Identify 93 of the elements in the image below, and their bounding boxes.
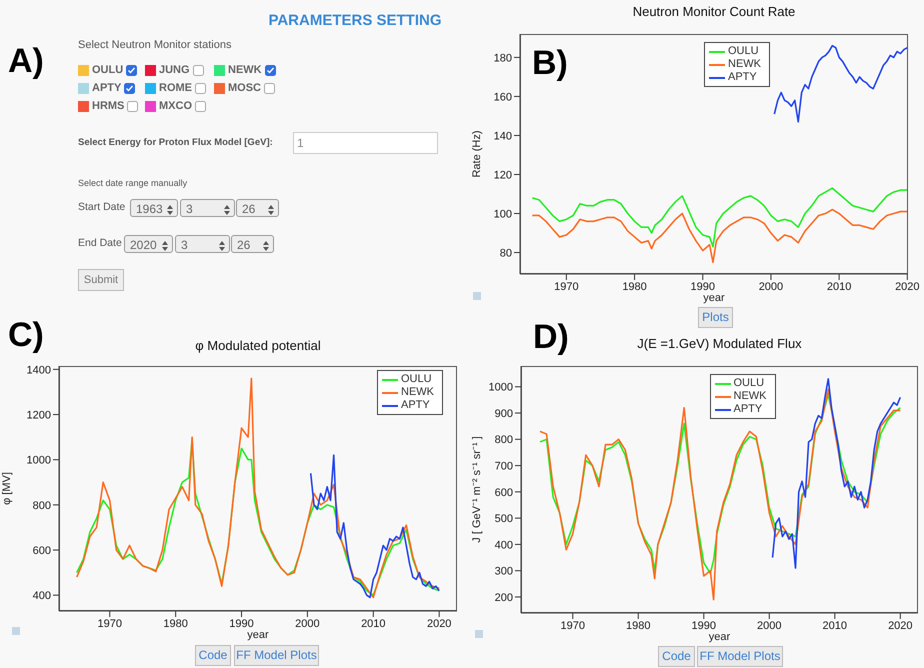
x-tick-label: 2000: [757, 620, 782, 632]
text: MOSC: [228, 82, 261, 94]
legend-label: APTY: [728, 71, 757, 84]
y-tick-label: 900: [494, 408, 513, 420]
button: Code: [658, 646, 695, 667]
chart-title: φ Modulated potential: [194, 338, 322, 353]
x-tick-label: 2010: [822, 620, 848, 632]
button: FF Model Plots: [234, 645, 319, 666]
button: Plots: [698, 307, 733, 328]
x-tick-label: 2020: [426, 618, 452, 630]
y-tick-label: 1200: [26, 409, 51, 422]
x-tick-label: 1970: [554, 280, 579, 293]
dropdown: 2020: [124, 235, 173, 253]
y-tick-label: 100: [494, 208, 512, 220]
text: APTY: [92, 82, 122, 94]
y-tick-label: 180: [494, 52, 512, 64]
legend-label: OULU: [734, 377, 764, 390]
legend-label: APTY: [401, 399, 430, 412]
x-tick-label: 1970: [97, 618, 122, 630]
line-series: [531, 187, 908, 248]
text: ROME: [159, 82, 192, 94]
line-series: [774, 44, 908, 123]
legend-label: OULU: [728, 45, 759, 58]
button: Code: [195, 645, 231, 666]
dropdown: 26: [236, 199, 279, 217]
text: D): [533, 318, 569, 356]
text: JUNG: [159, 64, 190, 76]
x-tick-label: 2010: [826, 280, 852, 293]
text: NEWK: [228, 64, 262, 76]
y-tick-label: 400: [32, 590, 51, 602]
dropdown: 3: [180, 199, 235, 217]
y-axis-title: φ [MV]: [0, 472, 13, 505]
x-axis-title: year: [247, 629, 270, 641]
text: Select Energy for Proton Flux Model [GeV]:: [78, 137, 273, 148]
chart-title: Neutron Monitor Count Rate: [632, 4, 796, 19]
x-tick-label: 2020: [888, 620, 913, 632]
legend-label: OULU: [401, 373, 432, 386]
legend-label: NEWK: [734, 390, 766, 403]
button: Submit: [78, 269, 124, 291]
y-tick-label: 1000: [26, 454, 51, 467]
x-tick-label: 2020: [895, 280, 920, 293]
x-axis-title: year: [708, 631, 731, 643]
legend-label: NEWK: [401, 386, 434, 399]
y-tick-label: 1400: [26, 364, 51, 376]
text: End Date: [78, 237, 122, 249]
x-tick-label: 2000: [758, 280, 784, 293]
legend-label: NEWK: [728, 58, 761, 71]
text: Select date range manually: [78, 178, 188, 188]
x-tick-label: 2010: [361, 618, 386, 630]
text: MXCO: [159, 100, 192, 112]
y-tick-label: 120: [494, 169, 512, 182]
x-tick-label: 1990: [692, 620, 716, 632]
x-tick-label: 1990: [229, 618, 254, 630]
dropdown: 3: [175, 235, 230, 253]
y-tick-label: 80: [500, 247, 512, 260]
y-axis-title: Rate (Hz): [470, 130, 483, 178]
text: PARAMETERS SETTING: [267, 12, 443, 29]
y-tick-label: 600: [32, 544, 51, 557]
text: Select Neutron Monitor stations: [78, 39, 232, 51]
y-tick-label: 400: [494, 539, 513, 552]
y-tick-label: 140: [494, 130, 512, 142]
text: A): [8, 42, 44, 81]
line-series: [772, 378, 902, 569]
y-tick-label: 1000: [488, 382, 513, 394]
button: FF Model Plots: [697, 646, 783, 667]
dropdown: 26: [231, 235, 274, 253]
x-tick-label: 1980: [626, 620, 651, 632]
y-tick-label: 600: [494, 486, 513, 499]
annotation: B): [532, 44, 568, 82]
y-tick-label: 200: [494, 592, 513, 604]
y-tick-label: 700: [494, 460, 513, 472]
y-tick-label: 160: [494, 91, 512, 104]
x-tick-label: 1990: [690, 280, 715, 293]
x-tick-label: 2000: [295, 618, 320, 630]
text: HRMS: [92, 100, 124, 112]
x-tick-label: 1980: [622, 280, 647, 293]
text: C): [8, 316, 44, 354]
line-series: [310, 454, 440, 598]
text: Start Date: [78, 201, 126, 213]
x-tick-label: 1970: [560, 620, 585, 632]
y-tick-label: 500: [494, 513, 513, 526]
x-axis-title: year: [703, 292, 726, 304]
y-tick-label: 800: [32, 500, 51, 512]
y-tick-label: 300: [494, 566, 513, 578]
dropdown: 1963: [130, 199, 178, 217]
x-tick-label: 1980: [163, 618, 188, 630]
text: OULU: [92, 64, 124, 76]
y-axis-title: J [ GeV⁻¹ m⁻² s⁻¹ sr⁻¹ ]: [470, 436, 483, 543]
chart-title: J(E =1.GeV) Modulated Flux: [637, 336, 802, 351]
legend-label: APTY: [734, 403, 762, 416]
line-series: [531, 208, 908, 264]
text-field: 1: [293, 132, 438, 154]
y-tick-label: 800: [494, 434, 513, 446]
